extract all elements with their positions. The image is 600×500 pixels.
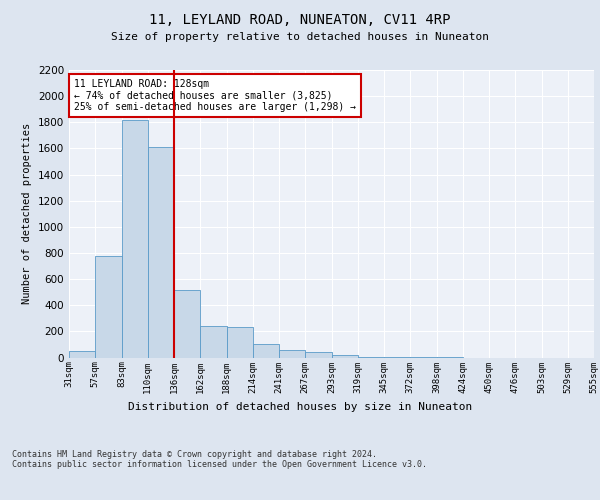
Bar	[69, 351, 95, 358]
Text: Contains HM Land Registry data © Crown copyright and database right 2024.
Contai: Contains HM Land Registry data © Crown c…	[12, 450, 427, 469]
Bar	[227, 328, 253, 358]
Bar	[200, 326, 227, 358]
Text: Distribution of detached houses by size in Nuneaton: Distribution of detached houses by size …	[128, 402, 472, 412]
Bar	[358, 357, 384, 358]
Bar	[253, 344, 279, 358]
Bar	[279, 350, 305, 358]
Bar	[174, 290, 200, 358]
Text: 11, LEYLAND ROAD, NUNEATON, CV11 4RP: 11, LEYLAND ROAD, NUNEATON, CV11 4RP	[149, 12, 451, 26]
Text: 11 LEYLAND ROAD: 128sqm
← 74% of detached houses are smaller (3,825)
25% of semi: 11 LEYLAND ROAD: 128sqm ← 74% of detache…	[74, 78, 356, 112]
Bar	[95, 256, 121, 358]
Y-axis label: Number of detached properties: Number of detached properties	[22, 123, 32, 304]
Bar	[305, 352, 331, 358]
Bar	[331, 355, 358, 358]
Text: Size of property relative to detached houses in Nuneaton: Size of property relative to detached ho…	[111, 32, 489, 42]
Bar	[121, 120, 148, 358]
Bar	[148, 147, 174, 358]
